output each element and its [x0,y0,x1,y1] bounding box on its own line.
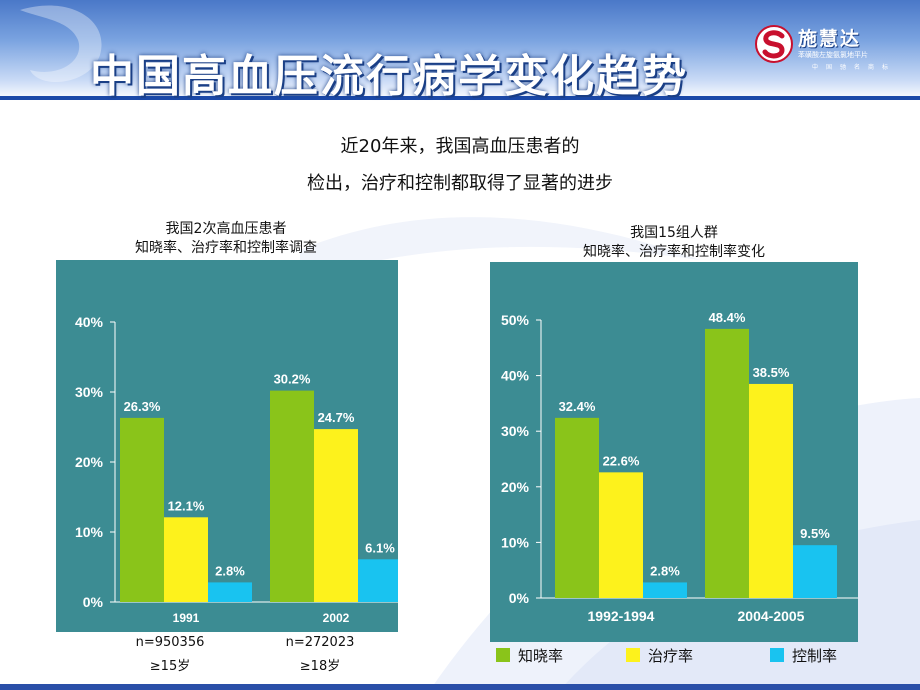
chart1-data-label: 12.1% [168,498,205,513]
chart1-plot: 0% 10% 20% 30% 40% 26.3% 12.1% 2.8% 1991 30.2% 24.… [75,314,402,625]
brand-name: 施慧达 [798,28,862,50]
chart2-title-line1: 我国15组人群 [630,225,718,241]
chart1-bar-1991-0 [120,417,164,602]
chart2-title-line2: 知晓率、治疗率和控制率变化 [583,244,765,260]
chart1-data-label: 24.7% [318,410,355,425]
chart2-plot: 0% 10% 20% 30% 40% 50% 32.4% 22.6% 2.8% 1992-1994… [501,310,858,624]
chart1-data-label: 6.1% [365,540,395,555]
chart1-footnote-n-2: n=272023 [285,635,355,650]
chart2-data-label: 2.8% [650,563,680,578]
bottom-bar [0,684,920,690]
chart1-footnote-age-2: ≥18岁 [299,659,341,674]
chart2-y-tick-label: 20% [501,479,530,495]
chart1-footnote-1991: n=950356 ≥15岁 [100,631,240,679]
chart2-bar-1992-1994-0 [555,417,599,598]
legend-swatch-control [770,648,784,662]
legend-label-awareness: 知晓率 [518,647,564,665]
chart2-panel: 0% 10% 20% 30% 40% 50% 32.4% 22.6% 2.8% 1992-1994… [490,262,858,642]
chart1-data-label: 30.2% [274,372,311,387]
chart2-data-label: 32.4% [559,399,596,414]
chart2-y-tick-label: 30% [501,423,530,439]
chart1-title-line2: 知晓率、治疗率和控制率调查 [135,240,317,256]
legend-swatch-treatment [626,648,640,662]
chart1-y-tick-label: 40% [75,314,104,330]
chart2-category-label: 2004-2005 [738,608,805,624]
chart1-y-tick-label: 10% [75,524,104,540]
chart2-y-tick-label: 10% [501,534,530,550]
chart1-footnote-n-1: n=950356 [135,635,205,650]
chart2-bar-1992-1994-2 [643,582,687,598]
chart1-bar-2002-2 [358,559,402,602]
brand-tagline: 苯磺酸左旋氨氯地平片 [798,51,868,59]
chart1-category-label: 2002 [323,611,350,625]
legend-label-control: 控制率 [792,647,838,665]
chart2-bar-1992-1994-1 [599,472,643,598]
chart2-title: 我国15组人群 知晓率、治疗率和控制率变化 [490,224,858,262]
chart1-bar-1991-1 [164,517,208,602]
chart2-data-label: 9.5% [800,526,830,541]
chart1-data-label: 26.3% [124,399,161,414]
legend-swatch-awareness [496,648,510,662]
chart1-panel: 0% 10% 20% 30% 40% 26.3% 12.1% 2.8% 1991 30.2% 24.… [56,260,402,632]
subtitle-line-1: 近20年来，我国高血压患者的 [340,136,580,157]
chart1-title: 我国2次高血压患者 知晓率、治疗率和控制率调查 [56,220,396,258]
chart2-data-label: 22.6% [603,453,640,468]
chart1-title-line1: 我国2次高血压患者 [165,221,287,237]
chart2-bar-2004-2005-2 [793,545,837,598]
chart2-data-label: 38.5% [753,365,790,380]
title-underline [0,96,920,100]
chart2-data-label: 48.4% [709,310,746,325]
brand-logo: 施慧达 苯磺酸左旋氨氯地平片 中国驰名商标 [752,22,912,72]
chart1-footnote-age-1: ≥15岁 [149,659,191,674]
legend-label-treatment: 治疗率 [648,647,694,665]
page-title: 中国高血压流行病学变化趋势 [90,51,688,102]
chart2-y-tick-label: 0% [509,590,530,606]
chart2-bar-2004-2005-0 [705,328,749,598]
title-swirl-decoration [20,5,102,82]
chart1-y-tick-label: 20% [75,454,104,470]
chart1-y-tick-label: 30% [75,384,104,400]
chart2-bar-2004-2005-1 [749,383,793,598]
chart1-footnote-2002: n=272023 ≥18岁 [250,631,390,679]
chart1-category-label: 1991 [173,611,200,625]
chart2-y-tick-label: 40% [501,368,530,384]
subtitle-line-2: 检出，治疗和控制都取得了显著的进步 [307,173,613,194]
chart1-bar-1991-2 [208,582,252,602]
chart1-data-label: 2.8% [215,563,245,578]
chart2-y-tick-label: 50% [501,312,530,328]
brand-logo-icon [755,25,793,63]
chart1-bar-2002-1 [314,429,358,602]
chart1-bar-2002-0 [270,390,314,602]
brand-sub: 中国驰名商标 [812,64,897,71]
chart1-y-tick-label: 0% [83,594,104,610]
chart2-category-label: 1992-1994 [588,608,655,624]
